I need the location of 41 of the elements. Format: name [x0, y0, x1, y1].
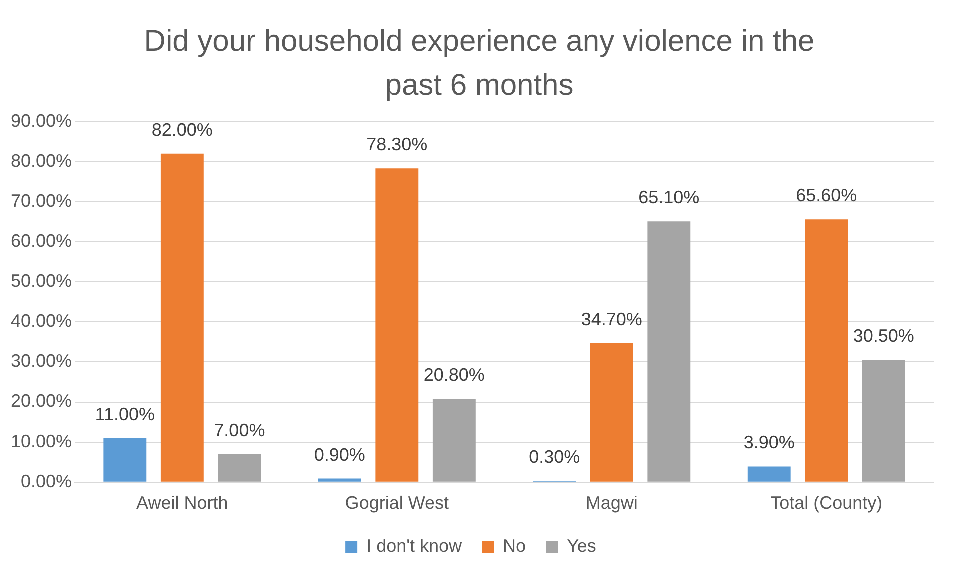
data-label: 11.00% — [95, 404, 156, 424]
x-tick-label: Total (County) — [770, 493, 883, 514]
y-tick-label: 10.00% — [10, 431, 72, 452]
bar — [160, 154, 204, 482]
y-tick-label: 0.00% — [21, 471, 72, 492]
chart-title: Did your household experience any violence in the past 6 months — [143, 24, 816, 104]
legend-label: No — [503, 536, 526, 556]
data-label: 0.90% — [314, 444, 366, 465]
data-label: 7.00% — [214, 420, 266, 440]
bar — [590, 343, 634, 482]
data-label: 30.50% — [853, 326, 914, 346]
x-tick-label: Aweil North — [136, 493, 228, 514]
bar — [104, 438, 147, 482]
y-tick-label: 20.00% — [10, 391, 72, 412]
y-tick-label: 40.00% — [10, 311, 72, 332]
data-label: 3.90% — [744, 432, 795, 453]
y-tick-label: 50.00% — [10, 271, 72, 292]
data-label: 82.00% — [152, 120, 213, 140]
data-label: 34.70% — [581, 309, 642, 330]
y-tick-label: 80.00% — [10, 150, 72, 171]
x-tick-label: Magwi — [586, 493, 638, 514]
legend-label: I don't know — [366, 536, 464, 556]
y-tick-label: 30.00% — [10, 351, 72, 372]
x-tick-label: Gogrial West — [345, 493, 450, 514]
data-label: 65.60% — [796, 186, 858, 206]
y-tick-label: 90.00% — [10, 110, 72, 131]
bar — [318, 478, 362, 482]
y-tick-label: 60.00% — [10, 230, 72, 251]
bar — [376, 168, 419, 482]
bar — [748, 466, 791, 482]
bar — [862, 360, 906, 482]
data-label: 0.30% — [529, 447, 580, 468]
data-label: 20.80% — [424, 365, 485, 386]
legend-label: Yes — [567, 536, 596, 556]
bar — [648, 222, 691, 482]
y-tick-label: 70.00% — [10, 190, 72, 211]
bar — [805, 220, 848, 482]
bar — [218, 454, 262, 482]
data-label: 65.10% — [638, 188, 700, 208]
bar — [432, 399, 476, 482]
data-label: 78.30% — [366, 134, 428, 155]
